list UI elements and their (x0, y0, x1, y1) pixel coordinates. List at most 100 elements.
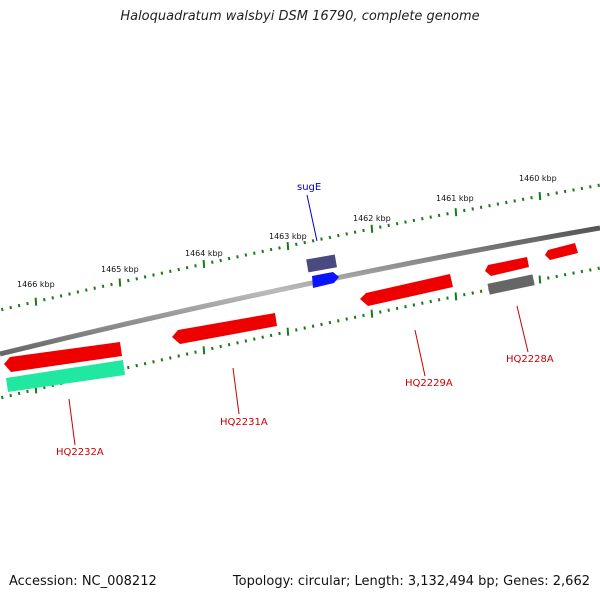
ruler-inner-tick (177, 354, 180, 358)
ruler-outer (1, 183, 600, 312)
ruler-outer-tick (194, 264, 197, 268)
gene-HQ2232A[interactable]: HQ2232A (4, 342, 125, 458)
ruler-inner-tick (127, 365, 130, 370)
rna-HQ2232A[interactable] (6, 360, 125, 392)
ruler-inner-tick (429, 299, 432, 304)
ruler-outer-tick (530, 196, 533, 200)
ruler-inner-tick (362, 313, 365, 318)
ruler-inner-tick (320, 322, 323, 327)
ruler-outer-tick (513, 199, 516, 203)
ruler-inner-tick (185, 352, 189, 356)
ruler-inner-tick (580, 269, 584, 274)
ruler-outer-tick (547, 192, 550, 197)
ruler-outer-tick (446, 212, 449, 216)
ruler-outer-tick (370, 224, 374, 233)
ruler-inner-tick (9, 393, 12, 398)
gene-arrow-extra[interactable] (545, 243, 578, 260)
ruler-inner-tick (547, 276, 550, 280)
ruler-outer-tick (437, 213, 441, 218)
ruler-inner-tick (463, 293, 466, 297)
ruler-inner-tick (160, 358, 164, 362)
gene-HQ2229A[interactable]: HQ2229A (360, 274, 453, 389)
ruler-inner-tick (589, 268, 592, 272)
ruler-inner-tick (286, 327, 290, 336)
gene-arrow-HQ2228A[interactable] (485, 257, 529, 276)
gene-arrow-HQ2232A[interactable] (4, 342, 122, 372)
cds-minus-HQ2228A[interactable] (487, 274, 535, 295)
ruler-outer-tick (337, 233, 340, 238)
ruler-outer-tick (295, 242, 298, 246)
ruler-outer-tick (177, 267, 180, 272)
ruler-labels: 1460 kbp 1461 kbp 1462 kbp 1463 kbp 1464… (17, 174, 557, 289)
ruler-outer-tick (101, 284, 105, 288)
ruler-outer-tick (26, 301, 29, 306)
ruler-inner-tick (421, 301, 424, 305)
ruler-outer-tick (34, 297, 38, 306)
ruler-inner-tick (278, 331, 281, 336)
ruler-inner-tick (261, 335, 264, 339)
gene-arrow-sugE[interactable] (312, 272, 339, 288)
ruler-outer-tick (110, 282, 113, 287)
ruler-outer-tick (404, 220, 407, 224)
ruler-outer-tick (412, 218, 416, 223)
gene-label-sugE: sugE (297, 182, 321, 193)
ruler-inner-tick (370, 309, 374, 318)
ruler-inner-tick (211, 346, 214, 351)
gene-arrow-HQ2229A[interactable] (360, 274, 453, 306)
ruler-outer-tick (135, 277, 138, 281)
ruler-outer-tick (43, 298, 46, 302)
ruler-inner-tick (152, 360, 155, 364)
ruler-inner-tick (387, 308, 390, 312)
ruler-outer-tick (488, 204, 491, 208)
ruler-inner-tick (169, 356, 172, 360)
ruler-outer-tick (68, 292, 71, 296)
ruler-outer-tick (261, 249, 264, 254)
gene-sugE[interactable]: sugE (297, 182, 339, 288)
ruler-outer-tick (185, 266, 189, 270)
label-line-HQ2229A (414, 329, 426, 377)
ruler-outer-tick (160, 271, 164, 275)
ruler-outer-tick (328, 235, 332, 240)
ruler-inner-tick (471, 291, 474, 295)
ruler-outer-tick (51, 296, 54, 300)
ruler-outer-tick (362, 228, 365, 233)
ruler-inner-tick (26, 389, 29, 394)
ruler-outer-tick (143, 275, 147, 279)
ruler-inner-tick (295, 328, 298, 332)
ruler-outer-tick (496, 202, 500, 206)
ruler-outer-tick (521, 197, 525, 201)
ruler-outer-tick (93, 286, 96, 290)
label-line-HQ2231A (232, 367, 240, 415)
ruler-outer-tick (118, 278, 122, 287)
ruler-inner-tick (454, 292, 458, 301)
ruler-outer-tick (311, 239, 315, 243)
gene-HQ2231A[interactable]: HQ2231A (172, 313, 277, 428)
ruler-label-1463: 1463 kbp (269, 232, 307, 241)
ruler-inner-tick (17, 391, 21, 396)
gene-HQ2228A[interactable]: HQ2228A (485, 243, 578, 365)
genome-summary: Topology: circular; Length: 3,132,494 bp… (232, 574, 590, 589)
ruler-outer-tick (580, 186, 584, 191)
ruler-outer-tick (236, 255, 239, 259)
ruler-outer-tick (479, 205, 483, 209)
ruler-outer-tick (227, 256, 231, 261)
label-line-HQ2228A (516, 305, 529, 353)
gene-arrow-HQ2231A[interactable] (172, 313, 277, 344)
ruler-outer-tick (253, 251, 256, 255)
ruler-outer-tick (589, 185, 592, 189)
ruler-label-1462: 1462 kbp (353, 214, 391, 223)
map-title: Haloquadratum walsbyi DSM 16790, complet… (120, 9, 480, 24)
ruler-outer-tick (211, 260, 214, 264)
ruler-outer-tick (9, 305, 12, 310)
ruler-outer-tick (169, 269, 172, 273)
ruler-outer-tick (429, 215, 432, 219)
ruler-inner-tick (572, 271, 575, 275)
ruler-inner-tick (236, 341, 239, 345)
ruler-inner-tick (597, 266, 600, 270)
cds-plus-sugE[interactable] (306, 254, 337, 273)
ruler-outer-tick (387, 223, 390, 228)
ruler-inner-tick (303, 326, 306, 330)
ruler-outer-tick (454, 208, 458, 217)
ruler-label-1464: 1464 kbp (185, 249, 223, 258)
